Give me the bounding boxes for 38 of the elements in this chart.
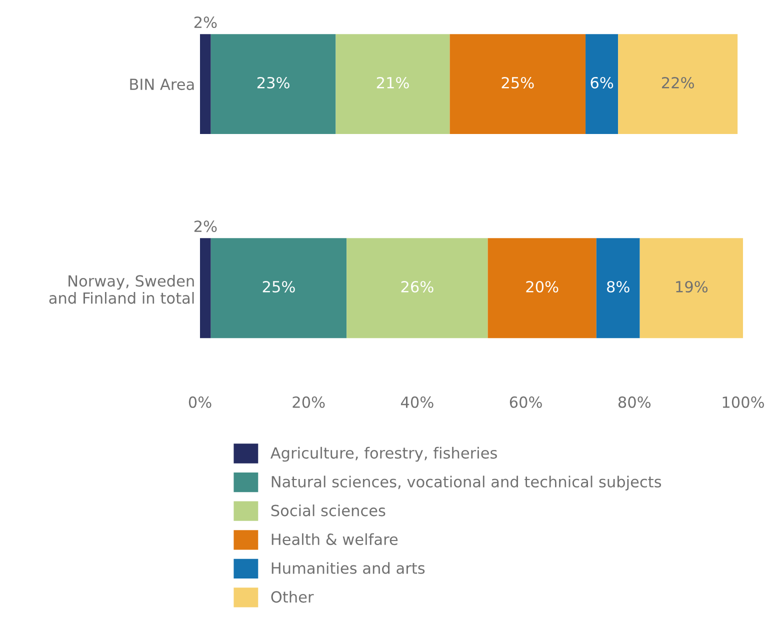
data-label: 20%: [526, 280, 558, 293]
bar: [596, 238, 640, 338]
data-label: 21%: [376, 76, 409, 88]
data-label: 25%: [262, 280, 295, 293]
data-label: 6%: [590, 76, 614, 88]
bar: [346, 238, 488, 338]
data-label: 25%: [502, 76, 534, 88]
legend-label: Humanities and arts: [272, 562, 425, 574]
bar: [200, 238, 211, 338]
bar: [586, 34, 618, 134]
data-label: 23%: [257, 76, 290, 88]
x-tick-label: 40%: [400, 396, 434, 408]
legend-label: Natural sciences, vocational and technical subjects: [272, 476, 662, 490]
x-tick-label: 20%: [292, 396, 325, 408]
y-tick-label: Norway, Sweden and Finland in total: [49, 274, 194, 304]
bar: [640, 238, 743, 338]
y-tick-label: BIN Area: [130, 78, 194, 90]
data-label: 22%: [662, 76, 694, 88]
bar: [210, 238, 347, 338]
legend-label: Health & welfare: [272, 533, 398, 546]
x-tick-label: 0%: [188, 396, 212, 408]
data-label: 2%: [194, 16, 217, 28]
data-label: 8%: [607, 280, 630, 293]
data-label: 19%: [676, 280, 708, 293]
legend-label: Agriculture, forestry, fisheries: [270, 446, 497, 462]
bar: [618, 34, 738, 134]
data-label: 26%: [401, 280, 434, 293]
bar: [450, 34, 586, 134]
x-tick-label: 60%: [510, 396, 542, 408]
legend-label: Other: [271, 590, 314, 603]
data-label: 2%: [194, 220, 217, 232]
legend-label: Social sciences: [271, 504, 386, 516]
bar: [200, 34, 211, 134]
bar: [210, 34, 336, 134]
x-tick-label: 80%: [618, 396, 651, 408]
bar: [488, 238, 596, 338]
x-tick-label: 100%: [722, 396, 764, 408]
bar: [336, 34, 450, 134]
